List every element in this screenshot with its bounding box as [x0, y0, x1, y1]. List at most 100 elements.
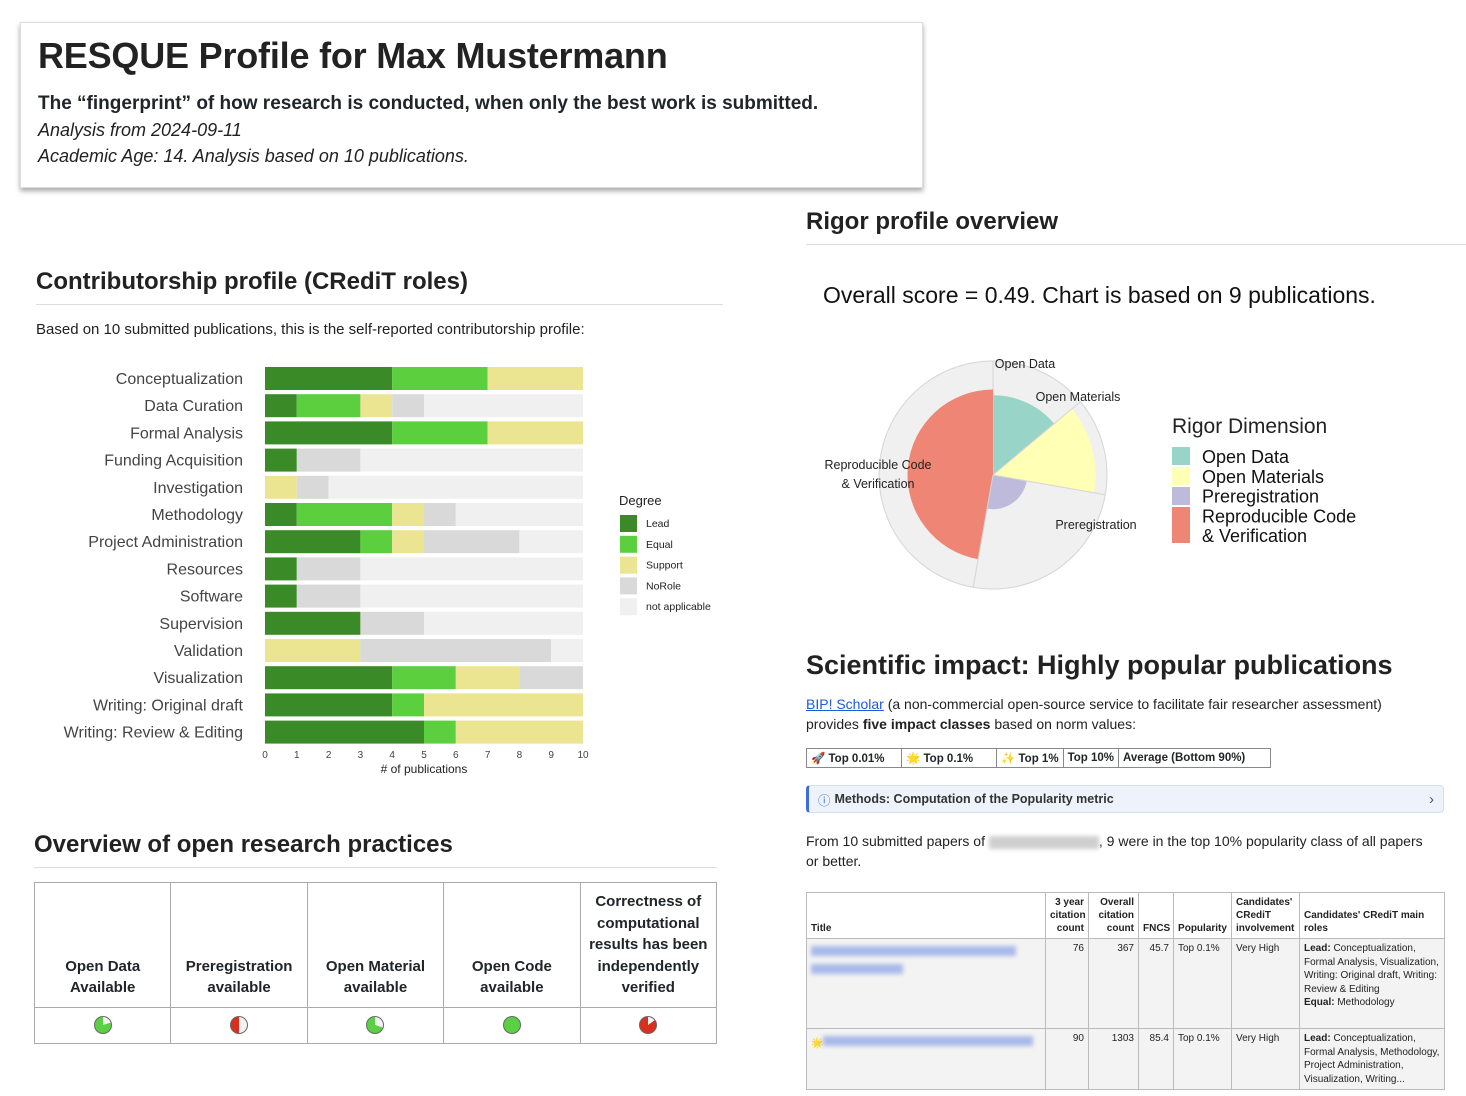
pub-title[interactable] — [806, 938, 1046, 1029]
cell-roles: Lead: Conceptualization, Formal Analysis… — [1299, 938, 1445, 1029]
status-pie-icon — [502, 1016, 521, 1035]
chevron-right-icon: › — [1429, 790, 1434, 808]
redacted-title-link[interactable] — [823, 1036, 1034, 1046]
practice-header-open-data: Open Data Available — [33, 882, 172, 1008]
practice-header-open-material: Open Material available — [306, 882, 445, 1008]
lead-label: Lead: — [1304, 943, 1331, 954]
page-title: RESQUE Profile for Max Mustermann — [38, 35, 668, 76]
tick-label: 8 — [517, 750, 523, 761]
equal-label: Equal: — [1304, 997, 1335, 1008]
polar-divider — [992, 474, 1106, 496]
redacted-title-link[interactable] — [811, 963, 903, 974]
table-row: 🌟 90 1303 85.4 Top 0.1% Very High Lead: … — [806, 1028, 1445, 1090]
tick-label: 9 — [548, 750, 554, 761]
rigor-score: Overall score = 0.49. Chart is based on … — [823, 282, 1376, 308]
contributorship-heading: Contributorship profile (CRediT roles) — [36, 268, 723, 305]
bar-segment — [487, 421, 583, 445]
legend-label: Support — [646, 560, 683, 572]
bar-segment — [487, 367, 583, 390]
category-label: Supervision — [159, 616, 243, 633]
cell-total: 367 — [1088, 938, 1139, 1029]
bar-segment — [265, 666, 393, 690]
bar-segment — [265, 503, 297, 526]
bar-segment — [455, 666, 520, 690]
bar-segment — [265, 394, 297, 418]
polar-label: Open Materials — [1036, 390, 1121, 404]
polar-label: Reproducible Code — [824, 458, 931, 472]
redacted-title-link[interactable] — [811, 946, 1016, 956]
bar-segment — [360, 394, 393, 418]
bar-segment — [296, 557, 361, 581]
bar-segment — [265, 530, 361, 554]
polar-label: & Verification — [842, 477, 915, 491]
tick-label: 7 — [485, 750, 491, 761]
col-involvement: Candidates' CRediT involvement — [1231, 892, 1300, 939]
class-average: Average (Bottom 90%) — [1118, 748, 1271, 768]
from-text-2: , 9 were in the top 10% popularity class… — [806, 833, 1423, 869]
category-label: Methodology — [151, 507, 243, 524]
bar-segment — [392, 421, 488, 445]
tick-label: 0 — [262, 750, 268, 761]
legend-swatch — [620, 577, 637, 595]
practice-header-preregistration: Preregistration available — [170, 882, 308, 1008]
credit-chart: Conceptualization Data Curation Formal Ana… — [64, 367, 711, 776]
category-label: Funding Acquisition — [104, 453, 243, 470]
practice-cell — [33, 1006, 172, 1045]
impact-classes-table: 🚀 Top 0.01% 🌟 Top 0.1% ✨ Top 1% Top 10% … — [806, 748, 1271, 768]
bar-segment — [328, 475, 583, 499]
polar-sector — [907, 389, 993, 560]
status-pie-icon — [366, 1016, 385, 1035]
methods-collapsible[interactable]: ⓘ Methods: Computation of the Popularity… — [806, 785, 1444, 813]
page-subtitle: The “fingerprint” of how research is con… — [38, 93, 819, 114]
polar-sector — [987, 475, 1027, 510]
bar-segment — [265, 448, 297, 472]
legend-title: Rigor Dimension — [1172, 415, 1327, 438]
legend-swatch — [1172, 467, 1190, 485]
publications-table: Title 3 year citation count Overall cita… — [806, 892, 1445, 1090]
pub-title[interactable]: 🌟 — [806, 1028, 1046, 1090]
bar-segment — [265, 693, 393, 717]
polar-divider — [972, 474, 994, 588]
tick-label: 1 — [294, 750, 300, 761]
category-label: Writing: Original draft — [93, 697, 244, 714]
legend-label: Open Data — [1202, 447, 1290, 467]
bar-segment — [296, 584, 361, 608]
category-label: Investigation — [153, 480, 243, 497]
equal-roles: Methodology — [1334, 997, 1395, 1008]
tick-label: 4 — [389, 750, 395, 761]
category-label: Resources — [167, 561, 243, 578]
cell-involvement: Very High — [1231, 1028, 1300, 1090]
lead-label: Lead: — [1304, 1033, 1331, 1044]
cell-total: 1303 — [1088, 1028, 1139, 1090]
bip-scholar-link[interactable]: BIP! Scholar — [806, 696, 884, 712]
bar-segment — [392, 666, 456, 690]
practice-cell — [579, 1006, 718, 1045]
tick-label: 6 — [453, 750, 459, 761]
tick-label: 2 — [326, 750, 332, 761]
cell-popularity: Top 0.1% — [1173, 938, 1232, 1029]
bar-segment — [296, 448, 361, 472]
bar-segment — [392, 394, 424, 418]
rigor-heading: Rigor profile overview — [806, 208, 1466, 245]
legend-label: Open Materials — [1202, 467, 1324, 487]
bar-segment — [392, 693, 424, 717]
legend-label: Equal — [646, 539, 673, 551]
bar-segment — [424, 720, 456, 744]
col-main-roles: Candidates' CRediT main roles — [1299, 892, 1445, 939]
category-label: Validation — [174, 643, 243, 660]
bar-segment — [265, 421, 393, 445]
impact-description: BIP! Scholar (a non-commercial open-sour… — [806, 694, 1436, 734]
bar-segment — [265, 367, 393, 390]
bar-segment — [360, 611, 424, 635]
bar-segment — [519, 530, 583, 554]
header-card: RESQUE Profile for Max Mustermann The “f… — [20, 22, 923, 188]
bar-segment — [424, 611, 583, 635]
tick-label: 10 — [577, 750, 589, 761]
polar-sector — [993, 395, 1055, 475]
category-label: Formal Analysis — [130, 425, 243, 442]
status-pie-icon — [230, 1016, 249, 1035]
legend-swatch — [1172, 447, 1190, 465]
legend-label: not applicable — [646, 601, 711, 613]
lead-roles: Conceptualization, Formal Analysis, Visu… — [1304, 943, 1439, 995]
cell-fncs: 45.7 — [1138, 938, 1174, 1029]
